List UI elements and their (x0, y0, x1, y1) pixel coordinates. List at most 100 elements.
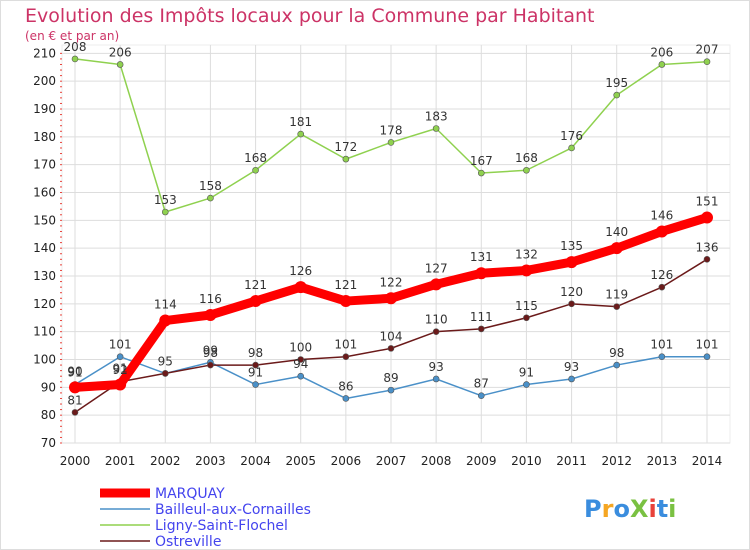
x-tick-label: 2004 (240, 454, 271, 468)
data-label: 181 (289, 115, 312, 129)
x-tick-label: 2002 (150, 454, 181, 468)
data-label: 100 (289, 341, 312, 355)
data-point (387, 139, 395, 146)
data-point (568, 375, 575, 383)
y-tick-label: 200 (33, 74, 56, 88)
data-point (387, 386, 395, 394)
data-point (297, 372, 305, 380)
data-point (116, 353, 124, 361)
data-point (161, 208, 169, 216)
y-tick-label: 130 (33, 269, 56, 283)
y-tick-label: 210 (33, 46, 56, 60)
data-label: 81 (67, 393, 82, 407)
data-point (658, 283, 666, 291)
data-point (116, 61, 124, 68)
data-point (207, 361, 214, 369)
data-point (297, 356, 305, 363)
data-label: 91 (67, 366, 82, 380)
x-tick-label: 2005 (285, 454, 316, 468)
data-point (252, 166, 259, 174)
data-label: 121 (334, 278, 357, 292)
y-tick-label: 100 (33, 353, 56, 367)
data-label: 176 (560, 129, 583, 143)
data-point (520, 264, 533, 277)
x-tick-label: 2008 (421, 454, 452, 468)
data-label: 131 (470, 250, 493, 264)
data-point (342, 395, 350, 402)
data-point (297, 130, 305, 138)
legend-label: Ostreville (155, 534, 221, 550)
data-label: 93 (429, 360, 444, 374)
data-label: 101 (109, 338, 132, 352)
y-tick-label: 150 (33, 213, 56, 227)
data-point (159, 314, 172, 327)
data-label: 119 (605, 288, 628, 302)
data-label: 135 (560, 239, 583, 253)
y-tick-label: 140 (33, 241, 56, 255)
x-tick-label: 2012 (601, 454, 632, 468)
data-point (568, 300, 575, 308)
data-label: 91 (519, 366, 534, 380)
x-tick-label: 2014 (692, 454, 723, 468)
data-point (523, 314, 530, 322)
data-point (249, 295, 262, 308)
data-label: 104 (380, 329, 403, 343)
x-tick-label: 2011 (556, 454, 587, 468)
data-label: 195 (605, 76, 628, 90)
data-label: 115 (515, 299, 538, 313)
chart-subtitle: (en € et par an) (25, 29, 119, 43)
data-point (432, 328, 440, 335)
data-point (385, 292, 397, 305)
y-tick-label: 170 (33, 158, 56, 172)
data-label: 90 (67, 364, 82, 378)
data-label: 206 (650, 45, 673, 59)
data-label: 93 (564, 360, 579, 374)
data-point (613, 91, 621, 99)
y-tick-label: 110 (33, 325, 56, 339)
x-tick-label: 2003 (195, 454, 226, 468)
data-label: 101 (650, 338, 673, 352)
data-point (114, 378, 127, 391)
x-tick-label: 2007 (376, 454, 407, 468)
data-point (610, 242, 623, 255)
y-tick-label: 70 (41, 436, 56, 450)
logo-letter: t (657, 495, 668, 523)
x-tick-label: 2000 (60, 454, 91, 468)
y-tick-label: 90 (41, 380, 56, 394)
data-label: 168 (515, 151, 538, 165)
data-point (655, 225, 668, 238)
data-point (71, 409, 79, 416)
data-label: 151 (696, 195, 719, 209)
data-point (703, 256, 711, 263)
data-label: 153 (154, 193, 177, 207)
data-label: 110 (425, 313, 448, 327)
data-point (477, 169, 485, 177)
logo-letter: i (648, 495, 656, 523)
data-point (658, 353, 666, 361)
data-point (71, 55, 79, 63)
data-label: 178 (380, 123, 403, 137)
data-label: 98 (203, 346, 218, 360)
x-tick-label: 2001 (105, 454, 136, 468)
data-label: 136 (696, 240, 719, 254)
data-label: 98 (248, 346, 263, 360)
data-label: 116 (199, 292, 222, 306)
data-label: 140 (605, 225, 628, 239)
data-label: 208 (64, 40, 87, 54)
y-tick-label: 80 (41, 408, 56, 422)
data-label: 168 (244, 151, 267, 165)
data-label: 87 (474, 377, 489, 391)
data-label: 207 (696, 43, 719, 57)
legend-label: MARQUAY (155, 486, 225, 502)
data-point (568, 144, 575, 152)
y-tick-label: 180 (33, 130, 56, 144)
data-point (432, 125, 440, 132)
data-label: 101 (696, 338, 719, 352)
y-tick-label: 190 (33, 102, 56, 116)
data-point (701, 211, 713, 224)
data-label: 101 (334, 338, 357, 352)
data-point (339, 295, 352, 308)
data-point (523, 166, 530, 174)
